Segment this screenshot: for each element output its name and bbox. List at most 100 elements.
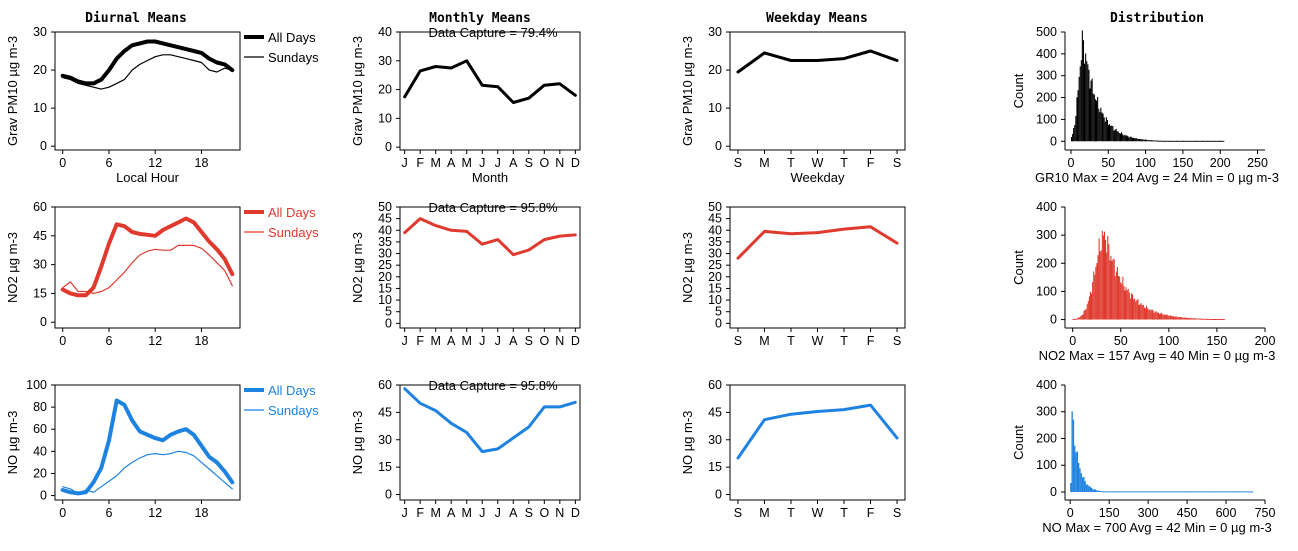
histogram-bar (1075, 116, 1077, 142)
histogram-bar (1130, 136, 1132, 142)
histogram-bar (1187, 317, 1189, 320)
data-capture-annotation: Data Capture = 95.8% (429, 200, 558, 215)
histogram-bar (1201, 491, 1203, 493)
histogram-bar (1122, 491, 1124, 493)
histogram-bar (1083, 476, 1085, 492)
histogram-bar (1073, 128, 1075, 142)
y-tick-label: 200 (1036, 256, 1057, 270)
histogram-bar (1246, 491, 1249, 493)
x-tick-label: T (840, 156, 848, 170)
histogram-bar (1099, 251, 1101, 320)
x-tick-label: M (759, 506, 769, 520)
histogram-bar (1228, 491, 1230, 493)
y-tick-label: 100 (26, 378, 47, 392)
x-tick-label: 0 (59, 334, 66, 348)
histogram-bar (1169, 315, 1171, 320)
histogram-bar (1222, 319, 1224, 320)
histogram-bar (1137, 491, 1139, 493)
x-tick-label: 0 (59, 156, 66, 170)
histogram-bar (1109, 124, 1111, 142)
histogram-bar (1077, 90, 1079, 142)
histogram-bar (1178, 317, 1180, 320)
y-tick-label: 0 (40, 315, 47, 329)
histogram-bar (1151, 140, 1153, 142)
chart-panel-3: 0 100 200 300 400 500 0 50 100 150 200 250 Count GR10… (1011, 25, 1279, 185)
histogram-bar (1213, 140, 1215, 142)
histogram-bar (1188, 491, 1190, 493)
histogram-bar (1252, 491, 1254, 493)
histogram-bar (1091, 293, 1093, 320)
x-tick-label: M (462, 506, 472, 520)
histogram-bar (1248, 491, 1250, 493)
histogram-bar (1206, 491, 1208, 493)
histogram-bar (1093, 271, 1095, 320)
x-tick-label: N (555, 506, 564, 520)
histogram-bar (1105, 491, 1107, 493)
histogram-bar (1072, 419, 1075, 492)
histogram-bar (1176, 491, 1178, 493)
histogram-bar (1198, 318, 1200, 320)
histogram-bar (1223, 491, 1225, 493)
histogram-bar (1146, 491, 1149, 493)
histogram-bar (1207, 319, 1209, 320)
histogram-bar (1079, 317, 1081, 320)
histogram-bar (1181, 491, 1184, 493)
histogram-bar (1213, 491, 1215, 493)
histogram-bar (1184, 140, 1186, 142)
histogram-bar (1219, 491, 1221, 493)
histogram-bar (1191, 140, 1193, 142)
x-tick-label: 200 (1210, 156, 1231, 170)
histogram-bar (1075, 452, 1077, 492)
histogram-bar (1093, 94, 1095, 142)
histogram-bar (1101, 230, 1103, 320)
x-tick-label: A (509, 156, 518, 170)
histogram-bar (1079, 468, 1081, 492)
histogram-bar (1110, 255, 1112, 320)
histogram-bar (1217, 319, 1219, 320)
x-tick-label: F (416, 156, 424, 170)
histogram-bar (1113, 130, 1115, 142)
histogram-bar (1118, 491, 1120, 493)
histogram-bar (1081, 477, 1084, 492)
histogram-bar (1103, 117, 1105, 142)
histogram-bar (1241, 491, 1243, 493)
histogram-bar (1221, 140, 1223, 142)
histogram-bar (1168, 140, 1170, 142)
y-tick-label: 45 (33, 229, 47, 243)
histogram-bar (1229, 491, 1232, 493)
legend-label-1: Sundays (268, 50, 319, 65)
histogram-bar (1131, 137, 1133, 142)
histogram-bar (1149, 491, 1151, 493)
histogram-bar (1104, 231, 1106, 320)
histogram-bar (1094, 274, 1096, 320)
x-tick-label: A (447, 156, 456, 170)
y-tick-label: 20 (33, 63, 47, 77)
histogram-bar (1081, 315, 1083, 320)
histogram-bar (1187, 491, 1189, 493)
histogram-bar (1142, 139, 1144, 142)
histogram-bar (1209, 491, 1211, 493)
histogram-bar (1075, 318, 1077, 320)
histogram-bar (1222, 140, 1224, 142)
histogram-bar (1118, 276, 1120, 320)
x-tick-label: W (812, 334, 824, 348)
histogram-bar (1194, 140, 1196, 142)
histogram-bar (1087, 301, 1089, 320)
y-tick-label: 100 (1036, 112, 1057, 126)
histogram-bar (1110, 491, 1112, 493)
histogram-bar (1180, 317, 1182, 320)
histogram-bar (1181, 140, 1183, 142)
histogram-bar (1078, 317, 1080, 320)
histogram-bar (1154, 491, 1156, 493)
histogram-bar (1126, 135, 1128, 142)
histogram-bar (1115, 271, 1117, 320)
histogram-bar (1166, 314, 1168, 320)
histogram-bar (1071, 137, 1073, 142)
x-tick-label: S (525, 334, 533, 348)
histogram-bar (1218, 140, 1220, 142)
histogram-bar (1124, 491, 1126, 493)
x-tick-label: S (893, 334, 901, 348)
histogram-bar (1126, 491, 1128, 493)
histogram-bar (1133, 491, 1136, 493)
histogram-bar (1163, 491, 1165, 493)
